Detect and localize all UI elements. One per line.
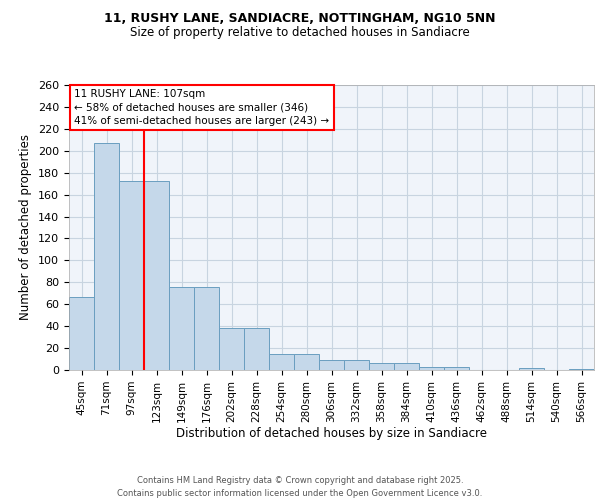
Bar <box>569 369 594 370</box>
Y-axis label: Number of detached properties: Number of detached properties <box>19 134 32 320</box>
Bar <box>344 360 369 370</box>
Bar <box>419 366 444 370</box>
Bar <box>519 368 544 370</box>
Bar <box>294 354 319 370</box>
Bar <box>369 364 394 370</box>
Bar <box>94 143 119 370</box>
Bar <box>219 328 244 370</box>
Bar <box>319 360 344 370</box>
Bar <box>69 296 94 370</box>
Text: Contains HM Land Registry data © Crown copyright and database right 2025.
Contai: Contains HM Land Registry data © Crown c… <box>118 476 482 498</box>
Bar <box>144 182 169 370</box>
Bar <box>244 328 269 370</box>
Bar <box>119 182 144 370</box>
Bar <box>394 364 419 370</box>
X-axis label: Distribution of detached houses by size in Sandiacre: Distribution of detached houses by size … <box>176 428 487 440</box>
Text: 11 RUSHY LANE: 107sqm
← 58% of detached houses are smaller (346)
41% of semi-det: 11 RUSHY LANE: 107sqm ← 58% of detached … <box>74 90 329 126</box>
Bar <box>269 354 294 370</box>
Bar <box>169 286 194 370</box>
Text: 11, RUSHY LANE, SANDIACRE, NOTTINGHAM, NG10 5NN: 11, RUSHY LANE, SANDIACRE, NOTTINGHAM, N… <box>104 12 496 26</box>
Bar <box>194 286 219 370</box>
Text: Size of property relative to detached houses in Sandiacre: Size of property relative to detached ho… <box>130 26 470 39</box>
Bar <box>444 366 469 370</box>
